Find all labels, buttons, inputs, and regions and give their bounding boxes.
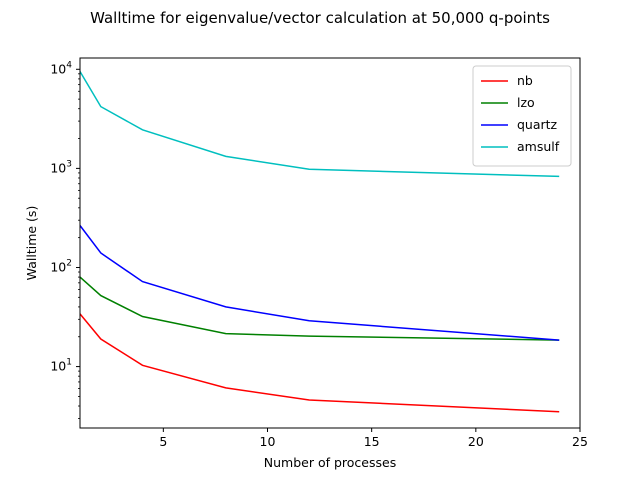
y-tick-label: 104 bbox=[50, 60, 72, 76]
x-tick-label: 25 bbox=[572, 434, 588, 449]
x-tick-label: 10 bbox=[260, 434, 276, 449]
legend-label-nb: nb bbox=[517, 73, 533, 88]
series-line-quartz bbox=[79, 225, 560, 341]
legend-label-amsulf: amsulf bbox=[517, 139, 560, 154]
legend-label-lzo: lzo bbox=[517, 95, 535, 110]
y-tick-label: 103 bbox=[50, 159, 72, 175]
series-line-amsulf bbox=[79, 71, 560, 178]
x-tick-label: 20 bbox=[468, 434, 484, 449]
x-axis-label: Number of processes bbox=[264, 455, 396, 470]
series-line-lzo bbox=[79, 276, 560, 341]
y-tick-label: 102 bbox=[50, 258, 72, 274]
chart-title: Walltime for eigenvalue/vector calculati… bbox=[90, 9, 550, 27]
x-tick-label: 15 bbox=[364, 434, 380, 449]
series-lines bbox=[79, 71, 560, 413]
legend-label-quartz: quartz bbox=[517, 117, 558, 132]
legend-box bbox=[472, 65, 572, 167]
y-axis-label: Walltime (s) bbox=[24, 206, 39, 281]
plot-frame bbox=[79, 57, 581, 429]
legend: nb lzo quartz amsulf bbox=[472, 65, 572, 167]
axis-ticks: 5 10 15 20 25 101 102 103 104 bbox=[50, 60, 588, 449]
x-tick-label: 5 bbox=[159, 434, 167, 449]
y-tick-label: 101 bbox=[50, 358, 72, 374]
series-line-nb bbox=[79, 313, 560, 413]
